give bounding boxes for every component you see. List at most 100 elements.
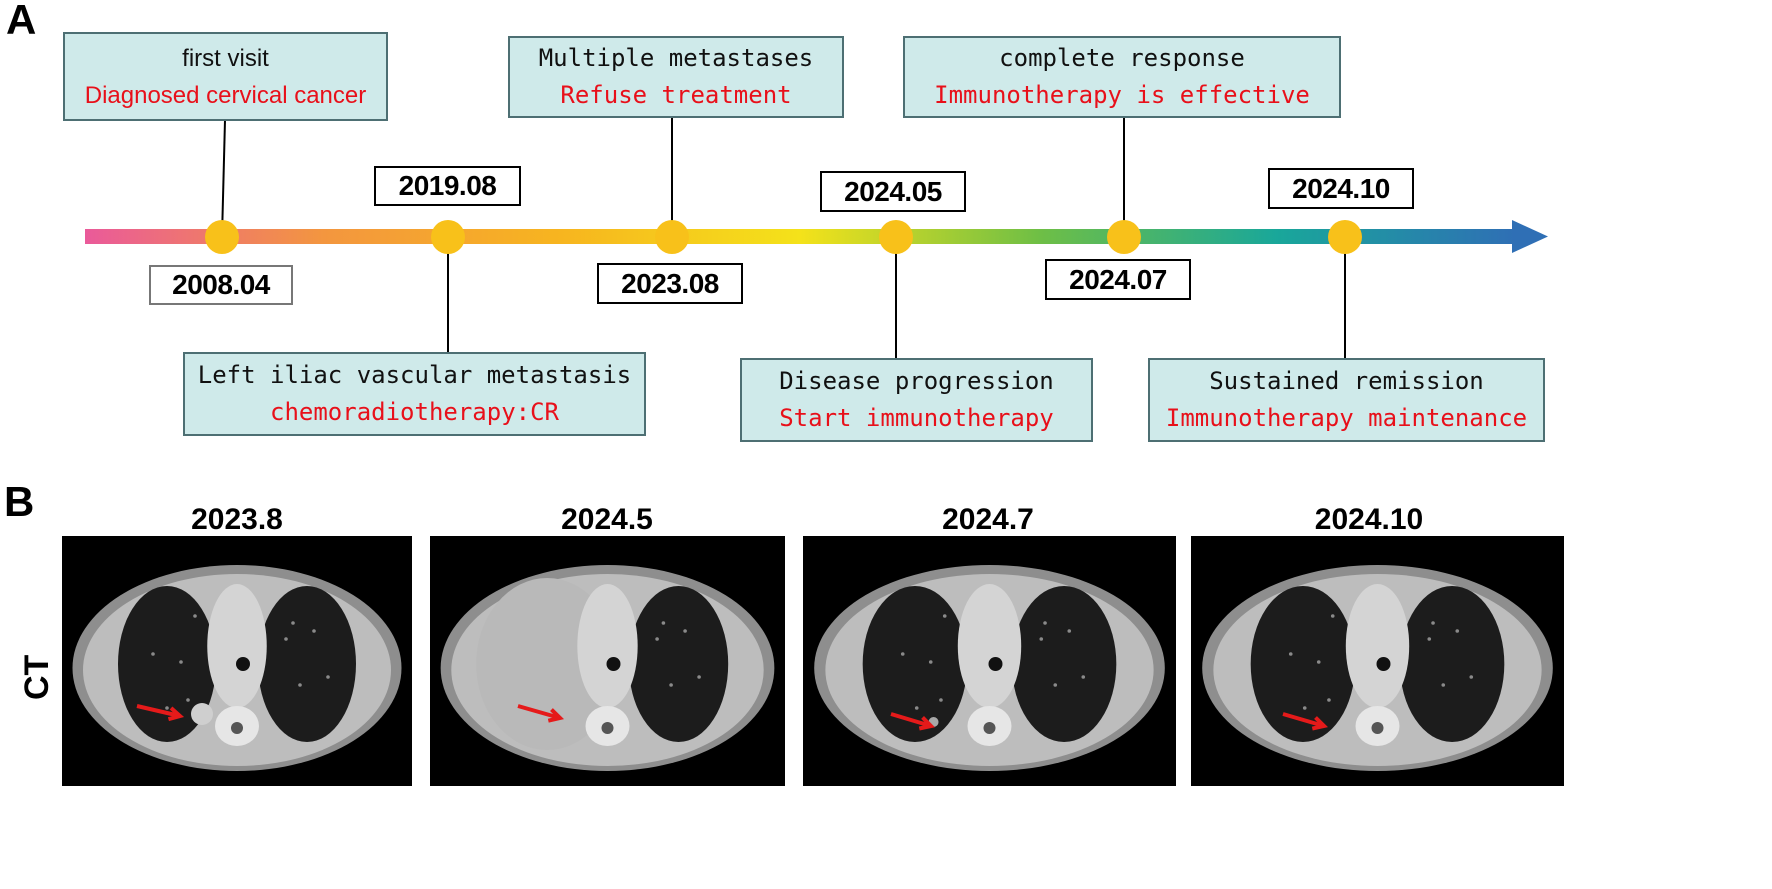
date-label-2024-10: 2024.10 bbox=[1268, 168, 1414, 209]
event-detail: chemoradiotherapy:CR bbox=[270, 398, 559, 426]
lesion-arrow bbox=[136, 704, 185, 722]
arrow-shaft bbox=[1282, 712, 1325, 728]
event-detail: Immunotherapy maintenance bbox=[1165, 404, 1528, 432]
lung-vessel bbox=[1043, 621, 1047, 625]
mediastinum bbox=[577, 584, 638, 708]
lung-vessel bbox=[186, 698, 190, 702]
lung-vessel bbox=[1431, 621, 1435, 625]
lung-vessel bbox=[697, 675, 701, 679]
event-title: complete response bbox=[999, 44, 1245, 72]
lesion-arrow bbox=[890, 712, 935, 731]
arrow-head bbox=[1311, 716, 1329, 731]
lung-vessel bbox=[928, 660, 933, 664]
lung-vessel bbox=[1053, 683, 1058, 687]
lung-vessel bbox=[655, 637, 659, 641]
left-lung bbox=[1399, 586, 1505, 742]
lung-vessel bbox=[1469, 675, 1474, 679]
date-label-2008-04: 2008.04 bbox=[149, 265, 293, 305]
mediastinum bbox=[957, 584, 1022, 708]
spinal-canal bbox=[983, 722, 996, 734]
lung-vessel bbox=[291, 621, 295, 625]
event-box-left-iliac-metastasis: Left iliac vascular metastasis chemoradi… bbox=[183, 352, 646, 436]
lung-vessel bbox=[326, 675, 330, 679]
event-box-disease-progression: Disease progression Start immunotherapy bbox=[740, 358, 1093, 442]
date-label-2024-07: 2024.07 bbox=[1045, 259, 1191, 300]
lung-vessel bbox=[151, 652, 155, 656]
lung-vessel bbox=[939, 698, 943, 702]
lung-vessel bbox=[1427, 637, 1432, 641]
ct-scan-image bbox=[1191, 536, 1564, 786]
ct-scan-drawing bbox=[72, 565, 402, 771]
arrow-head bbox=[918, 716, 935, 731]
ct-scan-image bbox=[430, 536, 785, 786]
spinal-canal bbox=[601, 722, 614, 734]
lung-vessel bbox=[1330, 614, 1335, 618]
lung-vessel bbox=[1327, 698, 1331, 702]
event-title: Disease progression bbox=[779, 367, 1054, 395]
lung-vessel bbox=[1316, 660, 1321, 664]
lung-vessel bbox=[312, 629, 316, 633]
right-lung bbox=[118, 586, 216, 742]
ct-scan-image bbox=[803, 536, 1176, 786]
lung-vessel bbox=[1288, 652, 1293, 656]
ct-scan-date-4: 2024.10 bbox=[1314, 503, 1424, 536]
left-lung bbox=[1011, 586, 1117, 742]
event-box-complete-response: complete response Immunotherapy is effec… bbox=[903, 36, 1341, 118]
lung-vessel bbox=[165, 706, 169, 710]
event-title: Sustained remission bbox=[1209, 367, 1484, 395]
lung-nodule bbox=[191, 703, 213, 725]
lung-vessel bbox=[298, 683, 302, 687]
lung-vessel bbox=[661, 621, 666, 625]
lung-vessel bbox=[1081, 675, 1086, 679]
trachea bbox=[988, 657, 1003, 671]
lung-vessel bbox=[669, 683, 673, 687]
lung-vessel bbox=[1455, 629, 1460, 633]
panel-label-b: B bbox=[4, 478, 35, 525]
connector-line-2008 bbox=[221, 119, 226, 238]
arrow-shaft bbox=[517, 704, 561, 720]
lesion-arrow bbox=[517, 704, 565, 723]
timeline-arrow-head bbox=[1512, 220, 1548, 253]
arrow-shaft bbox=[136, 704, 181, 718]
lung-vessel bbox=[942, 614, 947, 618]
lung-vessel bbox=[1067, 629, 1072, 633]
ct-scan-date-1: 2023.8 bbox=[191, 503, 283, 536]
lung-vessel bbox=[284, 637, 288, 641]
event-box-sustained-remission: Sustained remission Immunotherapy mainte… bbox=[1148, 358, 1545, 442]
date-label-2024-05: 2024.05 bbox=[820, 171, 966, 212]
ct-scan-date-3: 2024.7 bbox=[942, 503, 1034, 536]
timeline-arrow-shaft bbox=[85, 229, 1515, 244]
date-label-2019-08: 2019.08 bbox=[374, 166, 521, 206]
lung-vessel bbox=[900, 652, 905, 656]
event-detail: Diagnosed cervical cancer bbox=[84, 81, 367, 109]
right-lung bbox=[1250, 586, 1356, 742]
lesion-arrow bbox=[1282, 712, 1329, 731]
timeline-markers bbox=[205, 220, 1362, 254]
ct-row-label: CT bbox=[18, 654, 56, 700]
arrow-shaft bbox=[890, 712, 932, 728]
lung-vessel bbox=[914, 706, 919, 710]
event-box-multiple-metastases: Multiple metastases Refuse treatment bbox=[508, 36, 844, 118]
trachea bbox=[1376, 657, 1391, 671]
timeline-marker bbox=[879, 220, 913, 254]
lung-vessel bbox=[179, 660, 183, 664]
lung-vessel bbox=[1302, 706, 1307, 710]
lung-vessel bbox=[1039, 637, 1044, 641]
event-detail: Start immunotherapy bbox=[779, 404, 1054, 432]
spinal-canal bbox=[1371, 722, 1384, 734]
lung-vessel bbox=[193, 614, 197, 618]
arrow-head bbox=[167, 706, 185, 722]
connector-lines bbox=[221, 117, 1346, 359]
timeline-marker bbox=[1328, 220, 1362, 254]
event-box-first-visit: first visit Diagnosed cervical cancer bbox=[63, 32, 388, 121]
date-label-2023-08: 2023.08 bbox=[597, 263, 743, 304]
lung-vessel bbox=[1441, 683, 1446, 687]
lung-vessel bbox=[683, 629, 687, 633]
mediastinum bbox=[1345, 584, 1410, 708]
ct-scan-drawing bbox=[814, 565, 1165, 771]
ct-scan-drawing bbox=[1202, 565, 1553, 771]
ct-scan-drawing bbox=[440, 565, 775, 771]
event-title: Multiple metastases bbox=[538, 44, 814, 72]
timeline-marker bbox=[205, 220, 239, 254]
event-title: Left iliac vascular metastasis bbox=[197, 361, 632, 389]
